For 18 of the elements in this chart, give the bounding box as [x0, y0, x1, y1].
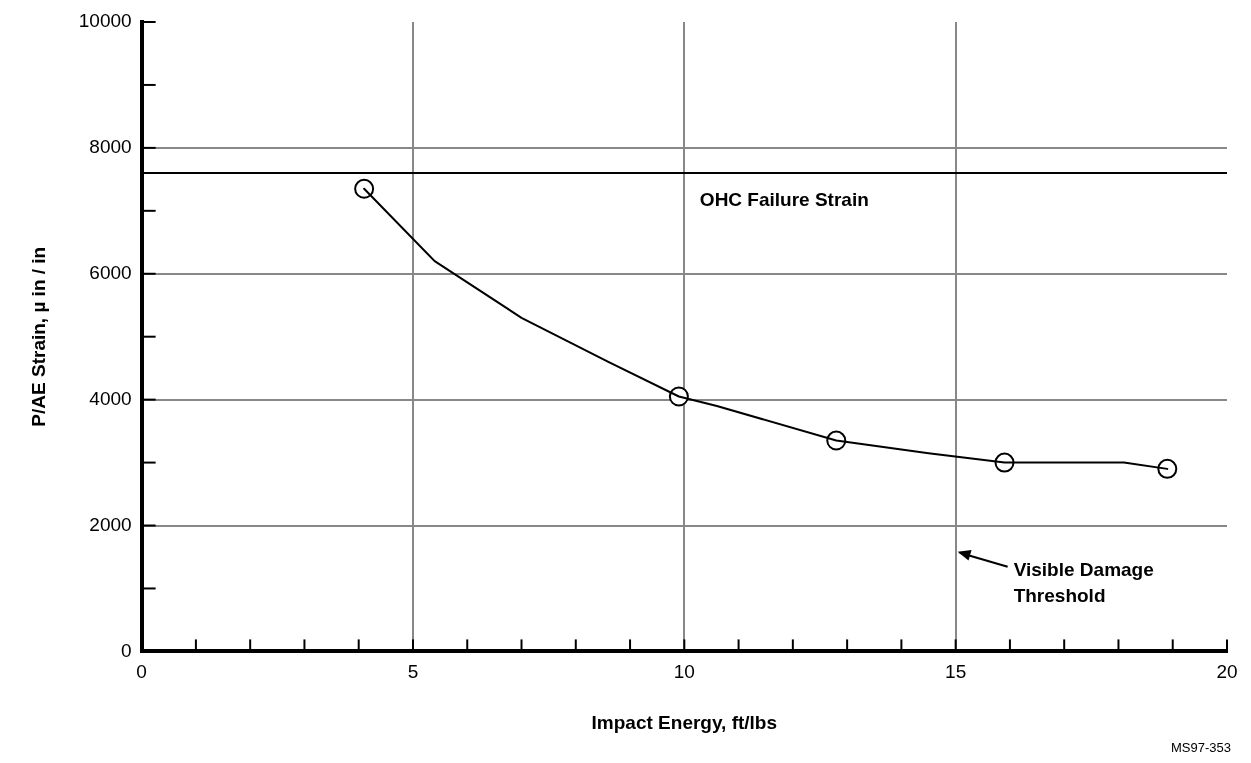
- point: [1157, 458, 1178, 479]
- y-tick-label: 10000: [78, 10, 132, 32]
- x-tick-label: 10: [673, 661, 695, 683]
- y-axis-title: P/AE Strain, µ in / in: [27, 246, 49, 427]
- x-tick-label: 5: [407, 661, 419, 683]
- y-tick-label: 4000: [89, 387, 132, 409]
- x-tick-label: 15: [945, 661, 967, 683]
- y-tick-label: 8000: [89, 136, 132, 158]
- y-tick-label: 0: [121, 639, 132, 661]
- x-axis-title: Impact Energy, ft/lbs: [591, 711, 778, 733]
- x-tick-label: 0: [136, 661, 147, 683]
- annotation: Visible Damage Threshold: [1013, 558, 1154, 606]
- point: [354, 178, 375, 199]
- ref-line-label: OHC Failure Strain: [699, 188, 869, 210]
- text: MS97-353: [1171, 740, 1231, 755]
- x-tick-label: 20: [1216, 661, 1238, 683]
- y-tick-label: 6000: [89, 261, 132, 283]
- y-tick-label: 2000: [89, 513, 132, 535]
